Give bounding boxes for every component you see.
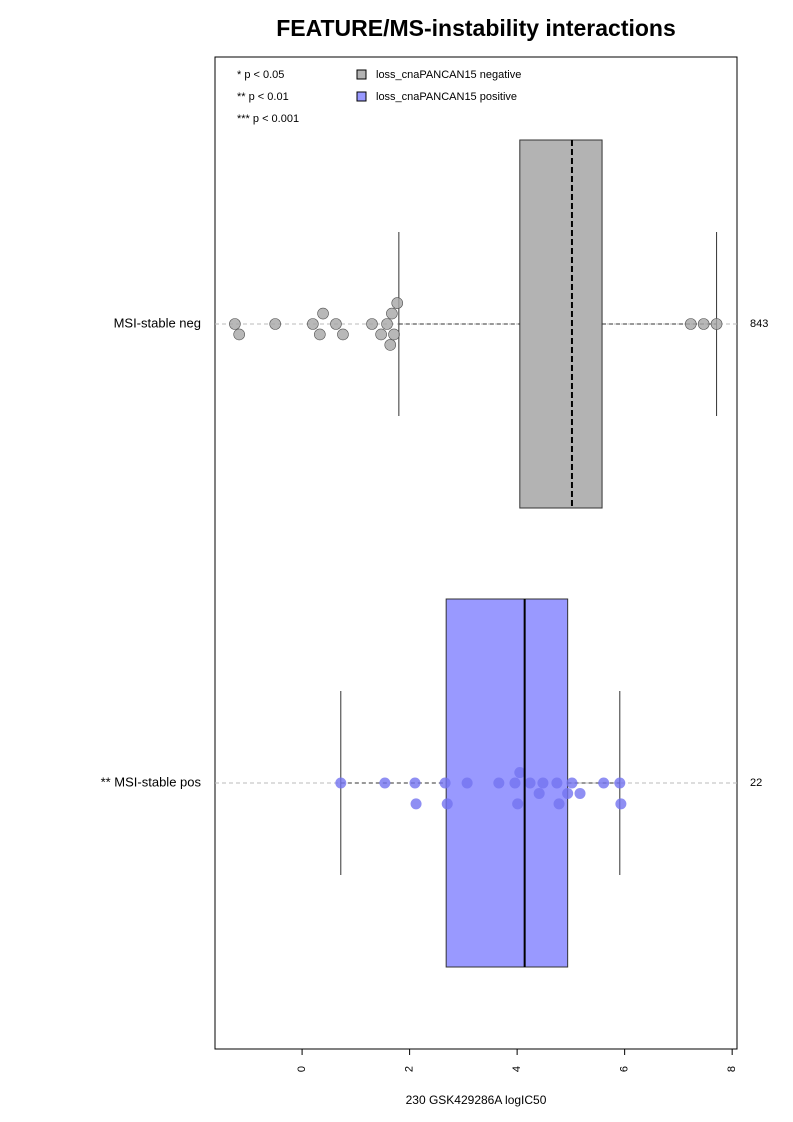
significance-note: * p < 0.05 xyxy=(237,69,284,81)
data-point xyxy=(710,318,723,330)
data-point xyxy=(409,777,421,789)
data-point xyxy=(388,328,400,341)
chart-title: FEATURE/MS-instability interactions xyxy=(276,15,676,41)
data-point xyxy=(375,328,387,341)
data-point xyxy=(391,297,404,309)
data-point xyxy=(512,798,524,810)
data-point xyxy=(614,777,626,789)
data-point xyxy=(384,339,397,351)
data-point xyxy=(229,318,241,330)
legend-label: loss_cnaPANCAN15 negative xyxy=(376,69,521,81)
data-point xyxy=(514,767,526,779)
data-point xyxy=(317,307,329,320)
data-point xyxy=(537,777,549,789)
group-label: ** MSI-stable pos xyxy=(101,774,202,789)
data-point xyxy=(533,787,545,799)
data-point xyxy=(233,328,245,341)
data-point xyxy=(615,798,627,810)
x-tick-label: 8 xyxy=(726,1066,738,1072)
data-point xyxy=(381,318,393,330)
data-point xyxy=(509,777,521,789)
group-count: 22 xyxy=(750,777,762,789)
data-point xyxy=(366,318,378,330)
data-point xyxy=(335,777,347,789)
x-tick-label: 4 xyxy=(511,1066,523,1072)
data-point xyxy=(566,777,578,789)
significance-note: *** p < 0.001 xyxy=(237,113,299,125)
data-point xyxy=(551,777,563,789)
data-point xyxy=(330,318,342,330)
data-point xyxy=(574,787,586,799)
data-point xyxy=(314,328,326,341)
x-axis-label: 230 GSK429286A logIC50 xyxy=(406,1093,547,1107)
group-count: 843 xyxy=(750,318,768,330)
data-point xyxy=(562,787,574,799)
data-point xyxy=(410,798,422,810)
data-point xyxy=(379,777,391,789)
data-point xyxy=(684,318,697,330)
data-point xyxy=(386,307,398,320)
group-label: MSI-stable neg xyxy=(114,315,201,330)
legend-swatch xyxy=(356,69,367,80)
data-point xyxy=(524,777,536,789)
data-point xyxy=(553,798,565,810)
box xyxy=(519,139,603,509)
x-tick-label: 2 xyxy=(404,1066,416,1072)
data-point xyxy=(269,318,282,330)
data-point xyxy=(307,318,319,330)
legend-swatch xyxy=(356,91,367,102)
data-point xyxy=(493,777,505,789)
data-point xyxy=(461,777,473,789)
significance-note: ** p < 0.01 xyxy=(237,91,289,103)
x-tick-label: 0 xyxy=(296,1066,308,1072)
data-point xyxy=(598,777,610,789)
data-point xyxy=(337,328,349,341)
x-tick-label: 6 xyxy=(619,1066,631,1072)
data-point xyxy=(439,777,451,789)
legend-label: loss_cnaPANCAN15 positive xyxy=(376,91,517,103)
data-point xyxy=(441,798,453,810)
data-point xyxy=(697,318,710,330)
